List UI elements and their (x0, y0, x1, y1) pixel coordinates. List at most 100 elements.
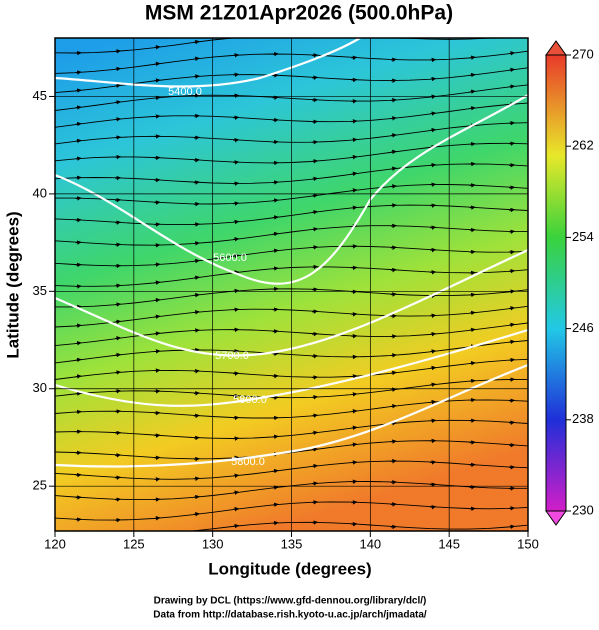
stream-arrow (351, 522, 358, 527)
x-tick-label: 135 (281, 536, 303, 551)
stream-arrow (75, 105, 82, 110)
contour-label: 5800.0 (233, 394, 267, 406)
stream-arrow (390, 184, 397, 189)
stream-arrow (390, 480, 397, 485)
stream-arrow (390, 78, 397, 83)
stream-arrow (509, 506, 515, 511)
stream-arrow (115, 302, 121, 307)
stream-arrow (272, 351, 279, 357)
stream-arrow (312, 209, 318, 215)
stream-arrow (272, 160, 279, 166)
stream-arrow (272, 117, 279, 123)
stream-arrow (351, 460, 358, 465)
stream-arrow (351, 244, 358, 249)
stream-arrow (233, 436, 240, 441)
stream-arrow (469, 485, 476, 490)
stream-arrow (469, 506, 476, 512)
stream-arrow (272, 51, 279, 57)
stream-arrow (509, 524, 515, 529)
stream-arrow (154, 368, 161, 373)
stream-arrow (390, 245, 397, 250)
stream-arrow (390, 166, 397, 171)
x-tick-label: 140 (359, 536, 381, 551)
stream-arrow (115, 475, 121, 481)
stream-arrow (509, 51, 515, 56)
stream-arrow (115, 135, 121, 140)
stream-arrow (115, 83, 121, 88)
stream-arrow (193, 309, 200, 315)
stream-arrow (154, 262, 161, 267)
stream-arrow (469, 310, 476, 316)
stream-arrow (75, 340, 82, 346)
stream-arrow (115, 409, 121, 414)
stream-arrow (154, 389, 161, 394)
stream-arrow (390, 57, 397, 63)
stream-arrow (154, 433, 161, 438)
stream-arrow (154, 114, 161, 119)
stream-arrow (509, 377, 515, 382)
stream-arrow (154, 516, 161, 521)
stream-arrow (75, 138, 82, 144)
stream-arrow (193, 135, 200, 141)
stream-arrow (351, 171, 358, 176)
stream-arrow (509, 207, 515, 213)
stream-arrow (351, 55, 358, 61)
stream-arrow (390, 133, 397, 138)
stream-arrow (272, 95, 279, 100)
stream-arrow (272, 248, 279, 254)
contour-label: 5600.0 (213, 252, 247, 264)
colorbar-min-arrow (545, 510, 567, 526)
stream-arrow (469, 418, 476, 423)
stream-arrow (233, 415, 240, 421)
stream-arrow (430, 460, 437, 465)
contour-line (54, 94, 529, 285)
stream-arrow (154, 331, 161, 336)
stream-arrow (351, 392, 358, 397)
stream-arrow (193, 258, 200, 264)
stream-arrow (115, 283, 121, 289)
stream-arrow (390, 370, 397, 376)
stream-arrow (272, 286, 279, 292)
stream-arrow (115, 389, 121, 394)
stream-arrow (272, 307, 279, 312)
stream-arrow (312, 158, 318, 164)
stream-arrow (272, 485, 279, 490)
stream-arrow (312, 245, 318, 250)
stream-arrow (509, 398, 515, 403)
stream-arrow (193, 275, 200, 280)
contour-label: 5700.0 (215, 350, 249, 362)
stream-arrow (115, 242, 121, 248)
stream-arrow (154, 297, 161, 303)
stream-arrow (351, 137, 358, 143)
stream-arrow (509, 67, 515, 73)
stream-arrow (312, 119, 318, 125)
title: MSM 21Z01Apr2026 (500.0hPa) (145, 2, 453, 25)
stream-arrow (233, 181, 240, 186)
stream-arrow (272, 329, 279, 334)
contour-line (54, 363, 529, 468)
stream-arrow (193, 74, 200, 79)
stream-arrow (272, 198, 279, 203)
stream-arrow (154, 200, 161, 205)
stream-arrow (193, 391, 200, 396)
stream-arrow (351, 425, 358, 430)
stream-arrow (115, 100, 121, 105)
y-tick-label: 35 (33, 283, 47, 298)
y-tick-label: 25 (33, 478, 47, 493)
stream-arrow (390, 334, 397, 339)
stream-arrow (390, 353, 397, 358)
colorbar-tick-label: 270 (572, 46, 594, 61)
stream-arrow (390, 459, 397, 464)
stream-arrow (75, 391, 82, 396)
stream-arrow (469, 292, 476, 298)
stream-arrow (115, 517, 121, 523)
stream-arrow (509, 84, 515, 89)
stream-arrow (193, 201, 200, 207)
stream-arrow (312, 193, 318, 198)
stream-arrow (233, 490, 240, 495)
stream-arrow (154, 410, 161, 416)
stream-arrow (430, 438, 437, 444)
stream-arrow (390, 267, 397, 273)
stream-arrow (233, 160, 240, 165)
stream-arrow (430, 504, 437, 510)
